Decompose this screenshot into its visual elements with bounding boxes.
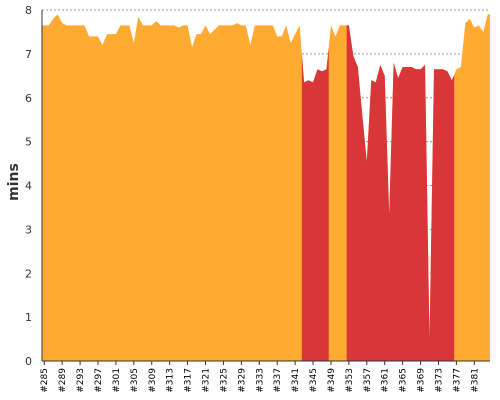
- x-tick-label: #361: [381, 368, 391, 393]
- y-tick-label: 3: [25, 223, 32, 236]
- x-tick-label: #377: [452, 368, 462, 393]
- x-tick-label: #289: [58, 368, 68, 393]
- y-tick-label: 2: [25, 267, 32, 280]
- y-tick-label: 5: [25, 136, 32, 149]
- x-tick-label: #373: [434, 368, 444, 393]
- y-tick-labels: 0 1 2 3 4 5 6 7 8: [25, 4, 32, 368]
- x-tick-label: #353: [345, 368, 355, 393]
- x-tick-label: #297: [94, 368, 104, 393]
- x-tick-label: #333: [255, 368, 265, 393]
- y-tick-label: 8: [25, 4, 32, 17]
- x-tick-label: #357: [363, 368, 373, 393]
- axes: [41, 10, 490, 365]
- y-tick-label: 7: [25, 48, 32, 61]
- failure-area: [346, 25, 455, 362]
- x-tick-label: #365: [399, 368, 409, 393]
- x-tick-label: #305: [130, 368, 140, 393]
- x-tick-label: #325: [219, 368, 229, 393]
- x-tick-label: #349: [327, 368, 337, 393]
- x-tick-label: #321: [202, 368, 212, 393]
- x-tick-label: #293: [76, 368, 86, 393]
- y-axis-label: mins: [6, 163, 22, 201]
- y-tick-label: 4: [25, 180, 32, 193]
- x-tick-label: #301: [112, 368, 122, 393]
- x-tick-labels: #285 #289 #293 #297 #301 #305 #309 #313 #317 #321…: [40, 368, 480, 393]
- x-tick-label: #309: [148, 368, 158, 393]
- x-tick-label: #313: [166, 368, 176, 393]
- x-tick-label: #369: [417, 368, 427, 393]
- x-tick-label: #329: [237, 368, 247, 393]
- x-tick-label: #337: [273, 368, 283, 393]
- y-tick-label: 1: [25, 311, 32, 324]
- build-duration-areas: [42, 14, 490, 362]
- x-tick-label: #317: [184, 368, 194, 393]
- y-tick-label: 0: [25, 355, 32, 368]
- x-tick-label: #345: [309, 368, 319, 393]
- x-tick-label: #285: [40, 368, 50, 393]
- y-tick-label: 6: [25, 92, 32, 105]
- x-tick-label: #341: [291, 368, 301, 393]
- x-tick-label: #381: [470, 368, 480, 393]
- failure-area: [301, 47, 329, 361]
